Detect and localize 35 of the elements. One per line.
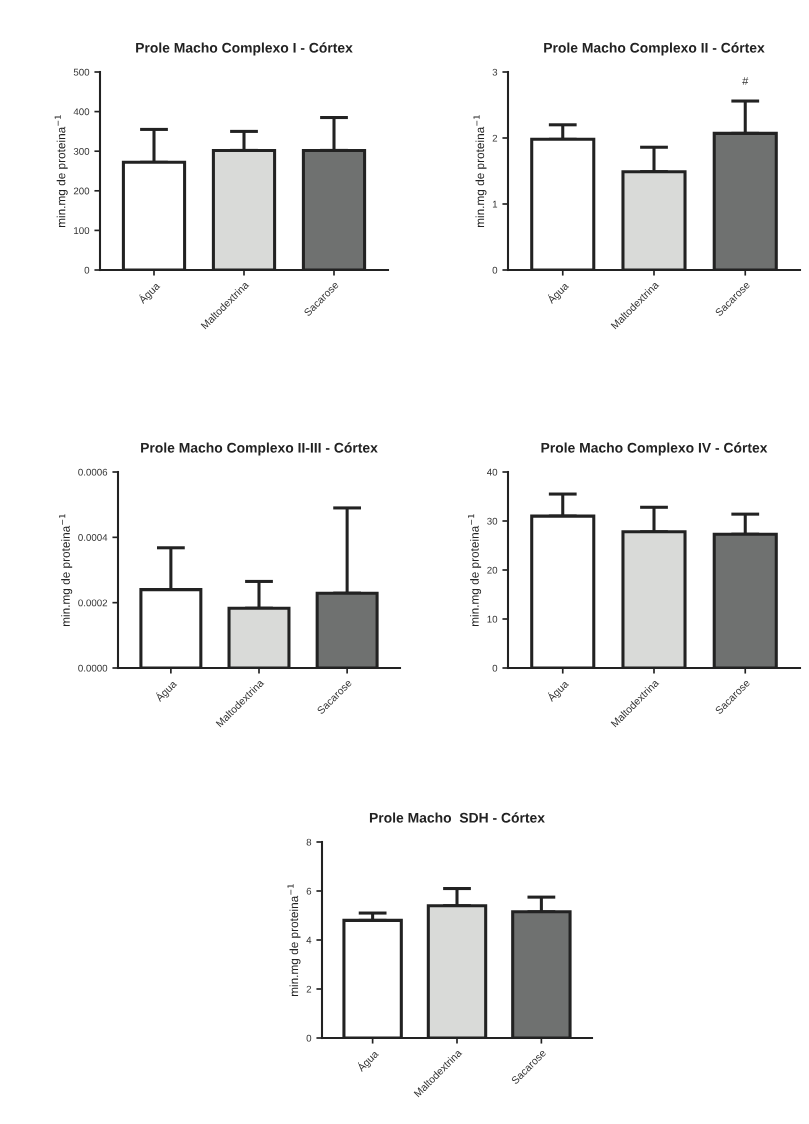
y-tick-label: 0 — [492, 266, 498, 274]
y-tick-label: 200 — [73, 187, 90, 195]
y-tick-label: 4 — [306, 936, 312, 944]
y-axis-title: min.mg de proteina$^{−1}$ — [54, 115, 68, 228]
y-tick-label: 40 — [486, 468, 498, 476]
y-tick-label: 500 — [73, 68, 90, 76]
y-tick-label: 0 — [306, 1034, 312, 1042]
y-axis-title: min.mg de proteina$^{−1}$ — [473, 115, 487, 228]
y-tick-label: 6 — [306, 887, 312, 895]
y-tick-label: 0 — [84, 266, 90, 274]
y-tick-label: 1 — [492, 200, 498, 208]
y-axis-title: min.mg de proteina$^{−1}$ — [468, 514, 482, 627]
y-tick-label: 0.0004 — [78, 534, 108, 541]
y-tick-label: 0.0006 — [78, 468, 108, 476]
chart-title: Prole Macho Complexo I - Córtex — [136, 42, 353, 56]
y-tick-label: 8 — [306, 838, 312, 846]
y-tick-label: 300 — [73, 147, 90, 155]
y-tick-label: 10 — [487, 615, 498, 623]
y-tick-label: 0.0002 — [78, 599, 108, 607]
y-tick-label: 3 — [492, 68, 498, 76]
y-tick-label: 2 — [306, 985, 312, 993]
annotation: # — [742, 77, 749, 85]
y-axis-title: min.mg de proteina$^{−1}$ — [287, 884, 301, 997]
chart-title: Prole Macho Complexo II - Córtex — [544, 42, 765, 56]
chart-title: Prole Macho Complexo II-III - Córtex — [141, 442, 378, 456]
y-tick-label: 100 — [74, 227, 90, 235]
y-tick-label: 2 — [492, 134, 498, 142]
y-tick-label: 20 — [487, 566, 498, 574]
y-tick-label: 0 — [492, 664, 498, 672]
y-tick-label: 0.0000 — [78, 664, 108, 672]
y-axis-title: min.mg de proteina$^{−1}$ — [59, 514, 73, 627]
chart-title: Prole Macho Complexo IV - Córtex — [541, 442, 768, 456]
y-tick-label: 30 — [487, 517, 498, 525]
chart-title: Prole Macho SDH - Córtex — [369, 812, 545, 823]
y-tick-label: 400 — [73, 108, 90, 116]
